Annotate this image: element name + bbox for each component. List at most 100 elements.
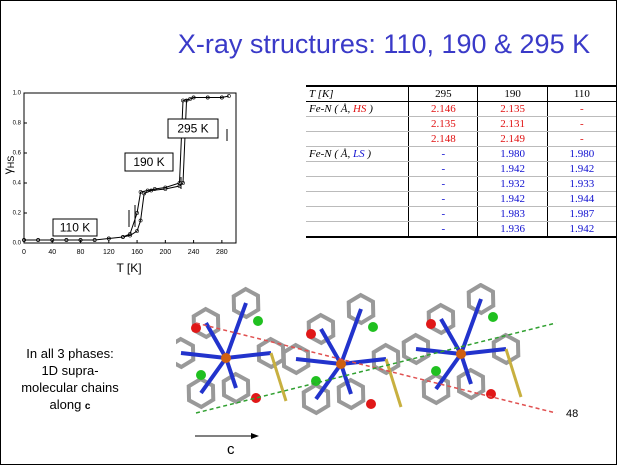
bond: [226, 353, 271, 358]
table-cell: 2.135: [478, 102, 547, 117]
header-cell: T [K]: [306, 86, 409, 102]
table-cell: 1.942: [547, 162, 616, 177]
annotation: 110 K: [60, 221, 90, 235]
row-label: [306, 117, 409, 132]
row-label: [306, 207, 409, 222]
caption-line: 1D supra-: [15, 362, 125, 379]
atom-fe: [221, 353, 231, 363]
table-cell: -: [409, 222, 478, 238]
atom-green: [431, 366, 441, 376]
row-label: [306, 162, 409, 177]
atom-green: [253, 316, 263, 326]
table-cell: 1.942: [478, 192, 547, 207]
table-cell: 2.146: [409, 102, 478, 117]
x-tick-label: 0: [22, 249, 26, 256]
annotation: 295 K: [177, 122, 208, 136]
label-text: Fe-N ( Å,: [309, 148, 353, 160]
atom-red: [306, 329, 316, 339]
table-cell: 1.980: [547, 147, 616, 162]
x-axis-label: T [K]: [116, 261, 141, 275]
y-tick-label: 1.0: [13, 91, 22, 97]
label-state: HS: [353, 103, 366, 115]
table-cell: 1.987: [547, 207, 616, 222]
table-cell: -: [409, 177, 478, 192]
slide-title: X-ray structures: 110, 190 & 295 K: [151, 29, 617, 60]
arrow-head: [251, 433, 259, 439]
table-cell: 1.932: [478, 177, 547, 192]
axis-label: c: [227, 441, 235, 458]
caption: In all 3 phases:1D supra-molecular chain…: [15, 345, 125, 415]
table-cell: -: [409, 192, 478, 207]
page-number: 48: [566, 408, 578, 420]
x-tick-label: 120: [103, 249, 115, 256]
y-axis-label: γHS: [1, 156, 16, 175]
bond: [181, 353, 226, 358]
slide: X-ray structures: 110, 190 & 295 K γHS T…: [0, 0, 617, 465]
atom-red: [426, 319, 436, 329]
bond: [461, 349, 506, 354]
x-tick-label: 240: [188, 249, 200, 256]
y-tick-label: 0.6: [13, 151, 22, 157]
table-cell: 2.148: [409, 132, 478, 147]
atom-fe: [336, 359, 346, 369]
caption-bold: c: [85, 401, 91, 412]
caption-line: along c: [15, 396, 125, 415]
table-cell: 1.942: [478, 162, 547, 177]
atom-red: [366, 399, 376, 409]
table-cell: -: [409, 147, 478, 162]
table-row: Fe-N ( Å, LS )-1.9801.980: [306, 147, 616, 162]
table-cell: -: [547, 132, 616, 147]
atom-green: [368, 322, 378, 332]
bond: [206, 323, 226, 358]
row-label: [306, 192, 409, 207]
y-tick-label: 0.2: [13, 211, 22, 217]
table-cell: 2.135: [409, 117, 478, 132]
row-label: [306, 177, 409, 192]
x-tick-label: 80: [77, 249, 85, 256]
table-cell: 1.936: [478, 222, 547, 238]
y-tick-label: 0.4: [13, 181, 22, 187]
annotation: 190 K: [133, 155, 164, 169]
label-text: ): [366, 103, 372, 115]
table-cell: -: [547, 117, 616, 132]
caption-line: molecular chains: [15, 379, 125, 396]
table-cell: -: [409, 162, 478, 177]
y-subscript: HS: [6, 156, 16, 169]
header-cell: 295: [409, 86, 478, 102]
y-tick-label: 0.8: [13, 121, 22, 127]
table-cell: 1.933: [547, 177, 616, 192]
table-cell: 2.149: [478, 132, 547, 147]
row-label: Fe-N ( Å, HS ): [306, 102, 409, 117]
label-state: LS: [353, 148, 365, 160]
x-tick-label: 200: [159, 249, 171, 256]
x-tick-label: 160: [131, 249, 143, 256]
atom-fe: [456, 349, 466, 359]
table-cell: -: [547, 102, 616, 117]
y-tick-label: 0.0: [13, 241, 22, 247]
atom-red: [251, 393, 261, 403]
x-tick-label: 40: [48, 249, 56, 256]
molecule-image: [176, 283, 576, 443]
caption-text: along: [50, 397, 85, 412]
label-text: Fe-N ( Å,: [309, 103, 353, 115]
atom-green: [488, 312, 498, 322]
bond: [321, 329, 341, 364]
row-label: [306, 132, 409, 147]
bond: [296, 359, 341, 364]
table-cell: 1.980: [478, 147, 547, 162]
table-header: T [K]295190110: [306, 86, 616, 102]
table-cell: 1.983: [478, 207, 547, 222]
x-tick-label: 280: [216, 249, 228, 256]
table-cell: 1.944: [547, 192, 616, 207]
label-text: ): [365, 148, 371, 160]
table-row: -1.9421.944: [306, 192, 616, 207]
caption-line: In all 3 phases:: [15, 345, 125, 362]
header-cell: 110: [547, 86, 616, 102]
